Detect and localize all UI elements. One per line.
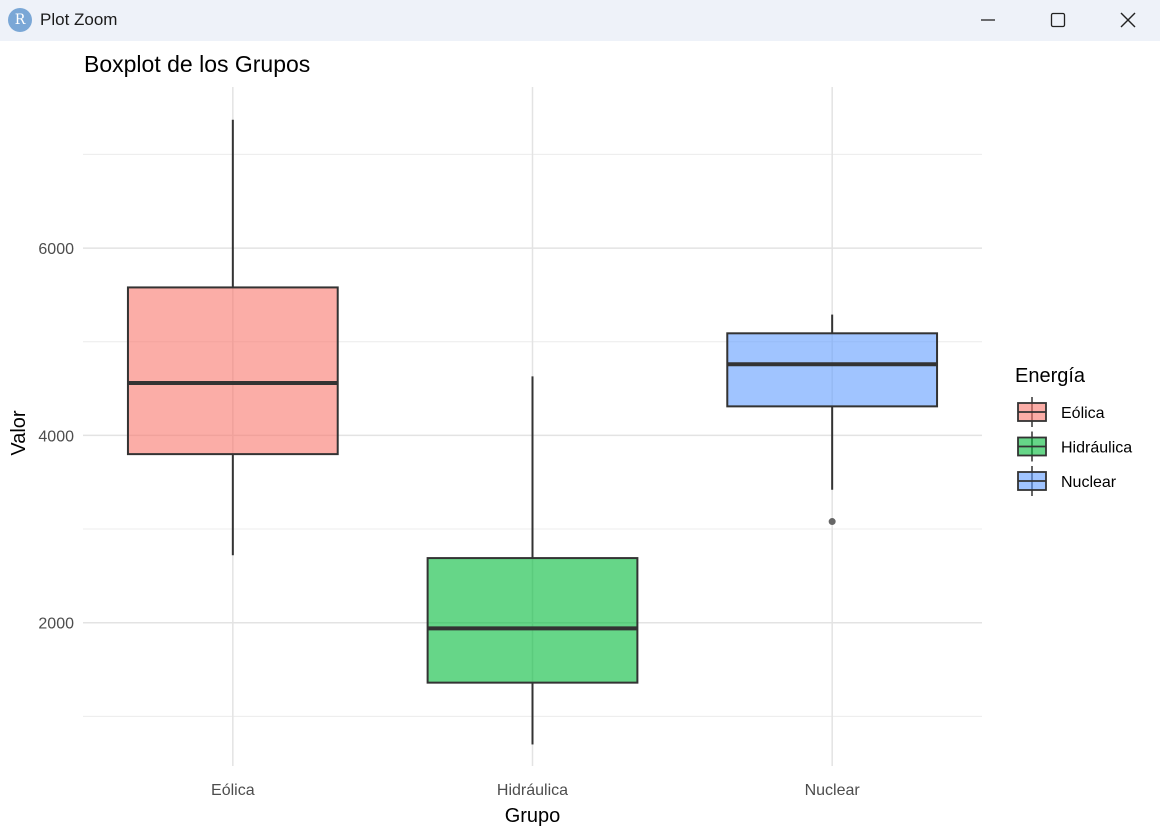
box (726, 332, 939, 408)
r-app-icon: R (8, 8, 32, 32)
legend-label: Hidráulica (1061, 440, 1132, 457)
chart-title: Boxplot de los Grupos (84, 51, 310, 77)
minimize-icon (981, 19, 995, 21)
legend-title: Energía (1015, 365, 1086, 387)
box (126, 286, 339, 456)
x-axis-title: Grupo (505, 805, 561, 827)
maximize-button[interactable] (1023, 0, 1093, 41)
y-tick-label: 6000 (38, 241, 74, 258)
y-tick-label: 2000 (38, 616, 74, 633)
legend-label: Eólica (1061, 405, 1105, 422)
x-tick-label: Eólica (211, 782, 255, 799)
minimize-button[interactable] (953, 0, 1023, 41)
boxplot-chart: 2000 4000 6000 Eólica Hidráulica Nuclear Grupo… (8, 51, 1132, 827)
x-tick-label: Hidráulica (497, 782, 568, 799)
close-icon (1120, 12, 1136, 28)
maximize-icon (1050, 12, 1066, 28)
window-title: Plot Zoom (40, 10, 118, 29)
title-bar: R Plot Zoom (0, 0, 1160, 41)
legend-label: Nuclear (1061, 474, 1117, 491)
y-axis-title: Valor (8, 410, 30, 456)
x-tick-label: Nuclear (805, 782, 861, 799)
y-tick-label: 4000 (38, 428, 74, 445)
close-button[interactable] (1093, 0, 1160, 41)
box (426, 557, 639, 684)
outlier-point (828, 518, 836, 526)
